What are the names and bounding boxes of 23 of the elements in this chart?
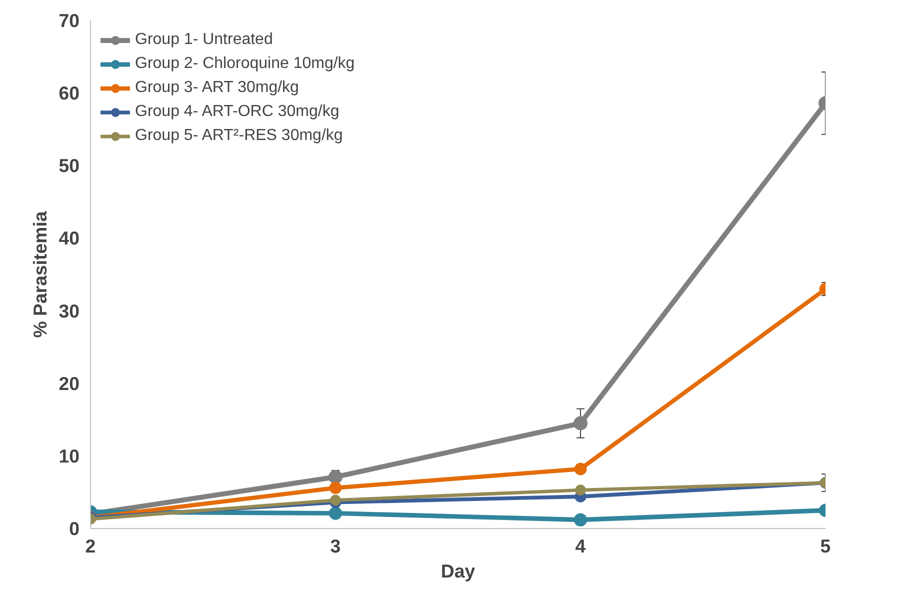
y-tick-label: 40 <box>58 228 80 249</box>
y-tick-label: 10 <box>58 445 80 466</box>
y-tick-label: 30 <box>58 300 80 322</box>
x-tick-label: 5 <box>820 536 831 556</box>
y-tick-label: 20 <box>58 372 80 394</box>
legend-label: Group 5- ART²-RES 30mg/kg <box>135 127 343 145</box>
y-axis-title: % Parasitemia <box>30 210 51 338</box>
y-tick-label: 0 <box>69 518 80 539</box>
x-tick-label: 4 <box>575 536 586 556</box>
x-tick-label: 3 <box>330 536 341 556</box>
x-axis-title: Day <box>440 560 476 582</box>
legend-label: Group 3- ART 30mg/kg <box>135 79 299 97</box>
legend-label: Group 1- Untreated <box>135 31 273 49</box>
y-tick-label: 50 <box>58 155 80 176</box>
point <box>574 416 588 430</box>
point <box>574 462 587 476</box>
legend-label: Group 4- ART-ORC 30mg/kg <box>135 103 340 121</box>
y-tick-label: 70 <box>58 10 80 31</box>
y-tick-label: 60 <box>58 82 80 104</box>
legend-label: Group 2- Chloroquine 10mg/kg <box>135 55 355 73</box>
x-tick-label: 2 <box>85 536 96 556</box>
point <box>329 482 342 494</box>
point <box>328 470 342 484</box>
